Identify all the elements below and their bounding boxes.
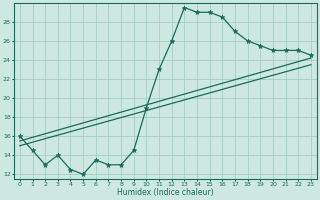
X-axis label: Humidex (Indice chaleur): Humidex (Indice chaleur) [117, 188, 214, 197]
